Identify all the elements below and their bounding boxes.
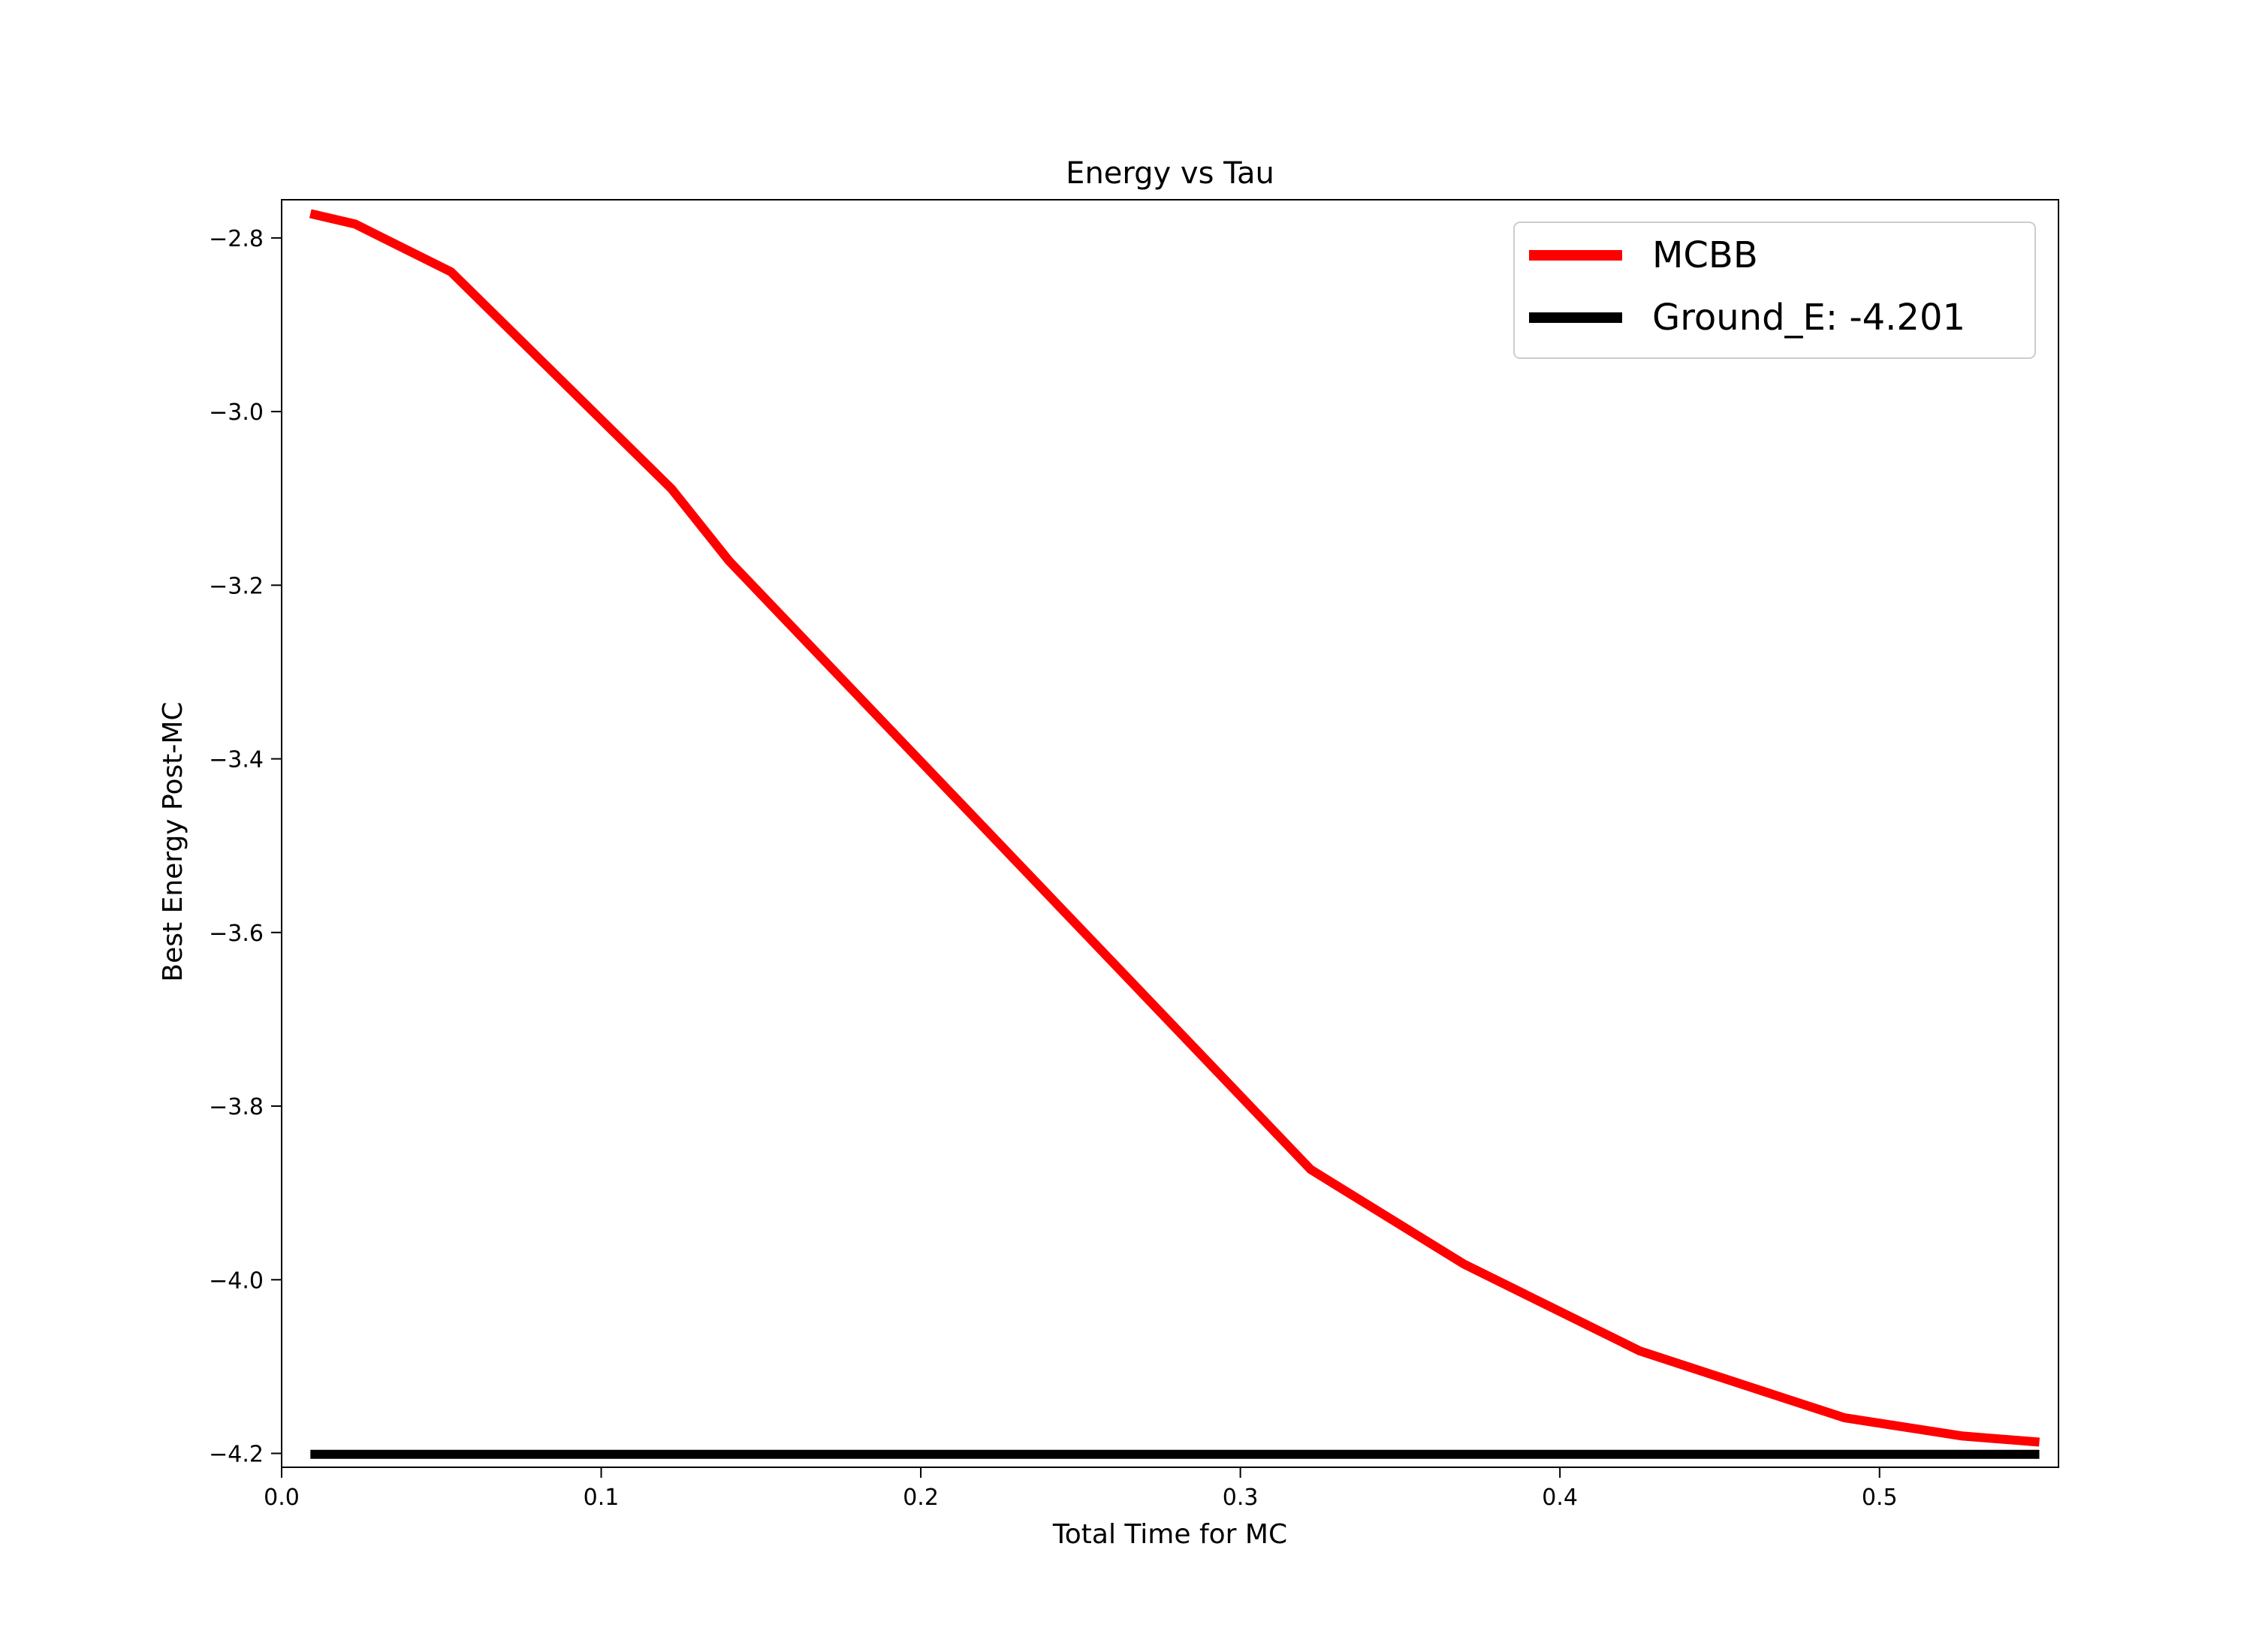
- x-tick-label: 0.2: [903, 1485, 939, 1511]
- legend-box: [1513, 222, 2036, 359]
- chart-title: Energy vs Tau: [1066, 156, 1274, 191]
- legend-label: MCBB: [1652, 234, 1758, 276]
- y-tick-label: −3.4: [209, 747, 264, 773]
- x-tick-label: 0.5: [1862, 1485, 1898, 1511]
- y-tick-label: −3.0: [209, 399, 264, 426]
- y-tick-label: −4.0: [209, 1268, 264, 1294]
- y-tick-label: −4.2: [209, 1442, 264, 1468]
- series-line-mcbb: [309, 209, 2040, 1447]
- axes-frame: [281, 199, 2059, 1468]
- x-tick-label: 0.0: [264, 1485, 300, 1511]
- y-tick-label: −3.2: [209, 573, 264, 599]
- y-tick-label: −2.8: [209, 226, 264, 252]
- x-tick-label: 0.1: [584, 1485, 620, 1511]
- y-tick-label: −3.8: [209, 1094, 264, 1120]
- y-tick-label: −3.6: [209, 921, 264, 947]
- legend-label: Ground_E: -4.201: [1652, 297, 1965, 339]
- x-tick-label: 0.4: [1542, 1485, 1578, 1511]
- legend: MCBB Ground_E: -4.201: [1513, 222, 2036, 359]
- plot-area: 0.0 0.1 0.2 0.3 0.4 0.5 −2.8 −3.0 −3.2 −3.4 −3.6 −3…: [209, 199, 2059, 1511]
- x-axis-label: Total Time for MC: [1052, 1519, 1287, 1550]
- x-tick-label: 0.3: [1223, 1485, 1259, 1511]
- y-axis-label: Best Energy Post-MC: [158, 701, 189, 981]
